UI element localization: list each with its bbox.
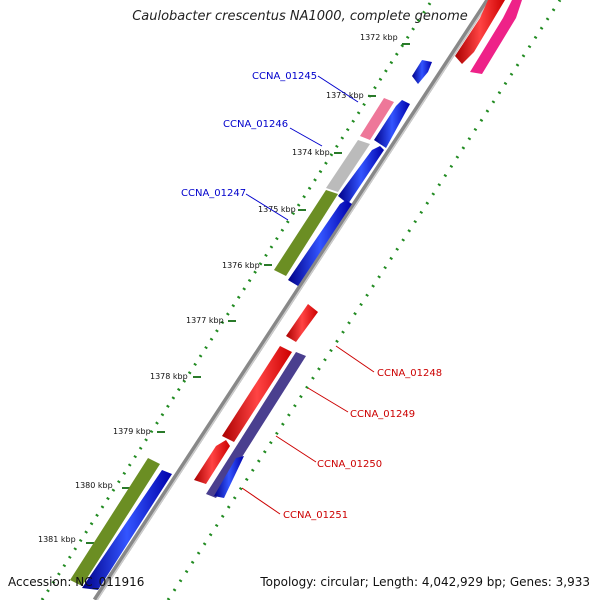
gene-feature-CCNA_01250[interactable] (206, 352, 306, 498)
gene-feature-CCNA_01246-forward[interactable] (338, 146, 384, 204)
gene-feature-olive-lower[interactable] (70, 458, 160, 586)
tick-label: 1377 kbp (186, 316, 224, 325)
gene-labels: CCNA_01245 CCNA_01246 CCNA_01247 CCNA_01… (181, 71, 442, 521)
gene-feature-CCNA_01246[interactable] (326, 140, 370, 192)
genome-backbone (92, 0, 491, 600)
tick-marks (86, 43, 410, 544)
tick-label: 1379 kbp (113, 427, 151, 436)
topology-summary: Topology: circular; Length: 4,042,929 bp… (260, 575, 590, 589)
gene-label[interactable]: CCNA_01251 (283, 510, 348, 521)
tick-labels: 1372 kbp 1373 kbp 1374 kbp 1375 kbp 1376… (38, 33, 398, 544)
tick-label: 1378 kbp (150, 372, 188, 381)
accession-text: Accession: NC_011916 (8, 575, 145, 589)
gene-feature-CCNA_01248[interactable] (286, 304, 318, 342)
gene-feature-CCNA_01245-forward[interactable] (374, 100, 410, 148)
tick-label: 1372 kbp (360, 33, 398, 42)
tick-label: 1380 kbp (75, 481, 113, 490)
tick-label: 1374 kbp (292, 148, 330, 157)
gene-label[interactable]: CCNA_01245 (252, 71, 317, 82)
tick-label: 1375 kbp (258, 205, 296, 214)
gene-feature-CCNA_01245[interactable] (360, 98, 394, 140)
gene-label[interactable]: CCNA_01246 (223, 119, 288, 130)
gene-feature-CCNA_01247-forward[interactable] (288, 200, 352, 286)
tick-label: 1376 kbp (222, 261, 260, 270)
gene-label[interactable]: CCNA_01250 (317, 459, 382, 470)
map-title: Caulobacter crescentus NA1000, complete … (132, 9, 468, 24)
gene-feature-blue-lower[interactable] (82, 470, 172, 590)
gene-label[interactable]: CCNA_01247 (181, 188, 246, 199)
label-leader-lines (241, 75, 375, 515)
gene-feature-top-magenta[interactable] (470, 0, 522, 74)
gene-label[interactable]: CCNA_01249 (350, 409, 415, 420)
gene-feature-top-red[interactable] (455, 0, 505, 64)
gene-feature-CCNA_01247[interactable] (274, 190, 338, 276)
gene-feature-CCNA_01251[interactable] (214, 456, 244, 498)
gene-label[interactable]: CCNA_01248 (377, 368, 442, 379)
gene-feature-red-lower[interactable] (194, 440, 230, 484)
tick-label: 1381 kbp (38, 535, 76, 544)
gene-feature-CCNA_01249[interactable] (222, 346, 292, 442)
tick-label: 1373 kbp (326, 91, 364, 100)
gene-feature-blue-small[interactable] (412, 60, 432, 84)
